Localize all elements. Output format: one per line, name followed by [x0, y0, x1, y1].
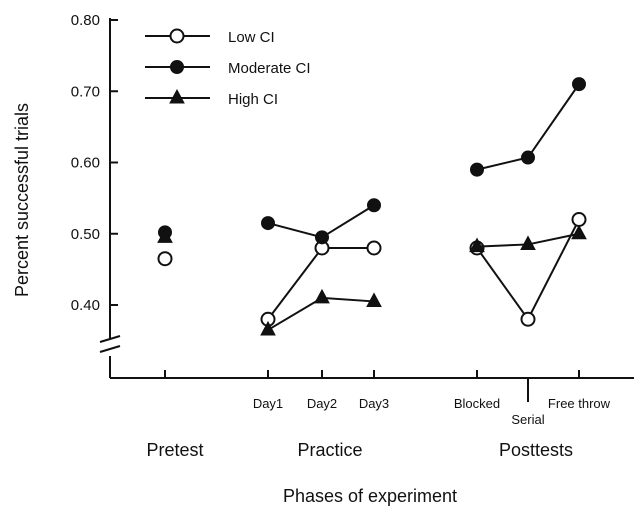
legend-label: Moderate CI — [228, 60, 311, 77]
legend-marker — [170, 60, 184, 74]
x-tick-label: Free throw — [548, 396, 611, 411]
data-point-low-ci — [571, 212, 587, 227]
legend-marker — [169, 28, 185, 44]
data-point-moderate-ci — [315, 230, 329, 245]
data-point-high-ci — [469, 237, 485, 253]
y-axis-title: Percent successful trials — [12, 103, 32, 297]
series-layer — [157, 77, 587, 336]
data-point-high-ci — [571, 224, 587, 240]
data-point-moderate-ci — [261, 216, 275, 231]
legend: Low CI Moderate CI High CI — [145, 28, 311, 108]
x-tick-label: Day2 — [307, 396, 337, 411]
y-ticks: 0.80 0.70 0.60 0.50 0.40 — [71, 12, 118, 314]
legend-marker — [169, 88, 185, 104]
y-tick-label: 0.60 — [71, 155, 100, 172]
x-tick-label: Serial — [511, 412, 544, 427]
y-tick-label: 0.40 — [71, 297, 100, 314]
series-high-ci — [157, 224, 587, 336]
x-tick-label: Day1 — [253, 396, 283, 411]
group-labels: Pretest Practice Posttests — [146, 440, 573, 460]
series-line — [267, 247, 374, 320]
legend-label: High CI — [228, 91, 278, 108]
y-tick-label: 0.80 — [71, 12, 100, 29]
series-line — [476, 219, 580, 322]
data-point-high-ci — [366, 292, 382, 307]
data-point-low-ci — [520, 311, 536, 327]
data-point-high-ci — [260, 320, 276, 336]
data-point-low-ci — [157, 251, 173, 267]
x-ticks: Day1 Day2 Day3 Blocked Serial Free throw — [164, 370, 611, 427]
data-point-high-ci — [157, 228, 173, 243]
data-point-moderate-ci — [367, 198, 381, 213]
axis-break-marker — [99, 335, 121, 353]
series-moderate-ci — [158, 77, 586, 245]
group-label: Practice — [297, 440, 362, 460]
data-point-moderate-ci — [572, 77, 586, 92]
data-point-low-ci — [366, 240, 382, 256]
group-label: Posttests — [499, 440, 573, 460]
data-point-moderate-ci — [521, 150, 535, 165]
data-point-high-ci — [314, 288, 330, 304]
series-low-ci — [157, 212, 587, 327]
legend-label: Low CI — [228, 29, 275, 46]
y-tick-label: 0.70 — [71, 83, 100, 100]
x-tick-label: Day3 — [359, 396, 389, 411]
y-tick-label: 0.50 — [71, 226, 100, 243]
x-tick-label: Blocked — [454, 396, 500, 411]
data-point-moderate-ci — [470, 162, 484, 177]
data-point-high-ci — [520, 235, 536, 250]
x-axis-title: Phases of experiment — [283, 486, 457, 506]
group-label: Pretest — [146, 440, 203, 460]
